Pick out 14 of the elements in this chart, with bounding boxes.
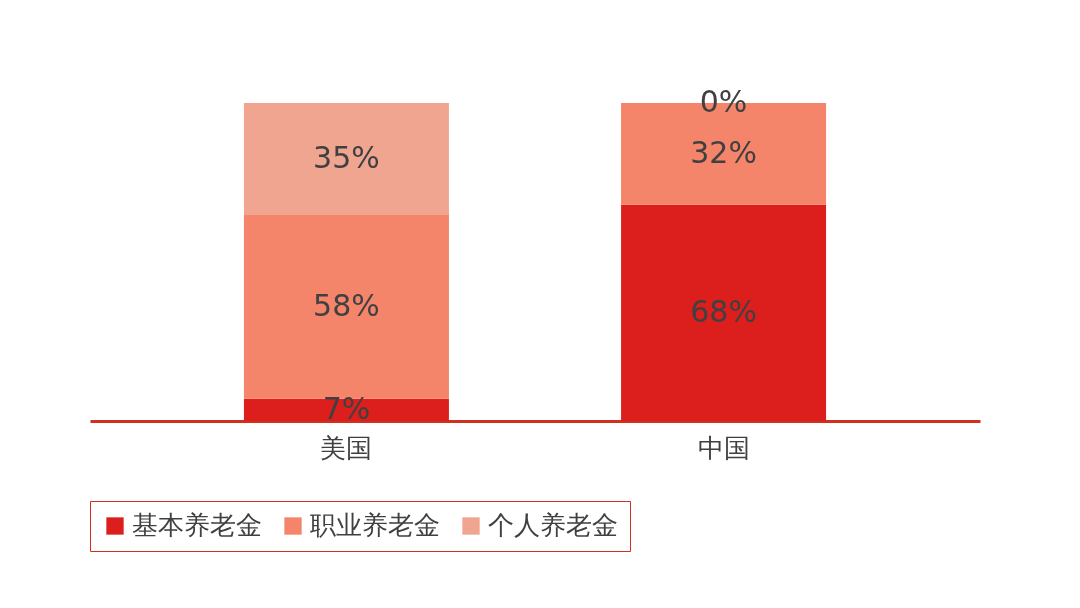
data-label: 58% (313, 287, 380, 323)
legend-label: 个人养老金 (488, 510, 618, 540)
data-label: 35% (313, 139, 380, 175)
bar (243, 103, 449, 215)
bar (243, 398, 449, 421)
x-tick-label: 中国 (697, 432, 750, 463)
legend-label: 基本养老金 (132, 510, 262, 540)
data-label: 7% (322, 390, 371, 426)
legend-label: 职业养老金 (310, 510, 440, 540)
data-label: 68% (690, 293, 757, 329)
bar (621, 204, 827, 421)
x-tick-label: 美国 (320, 432, 373, 463)
bar (243, 214, 449, 399)
data-label: 32% (690, 134, 757, 170)
